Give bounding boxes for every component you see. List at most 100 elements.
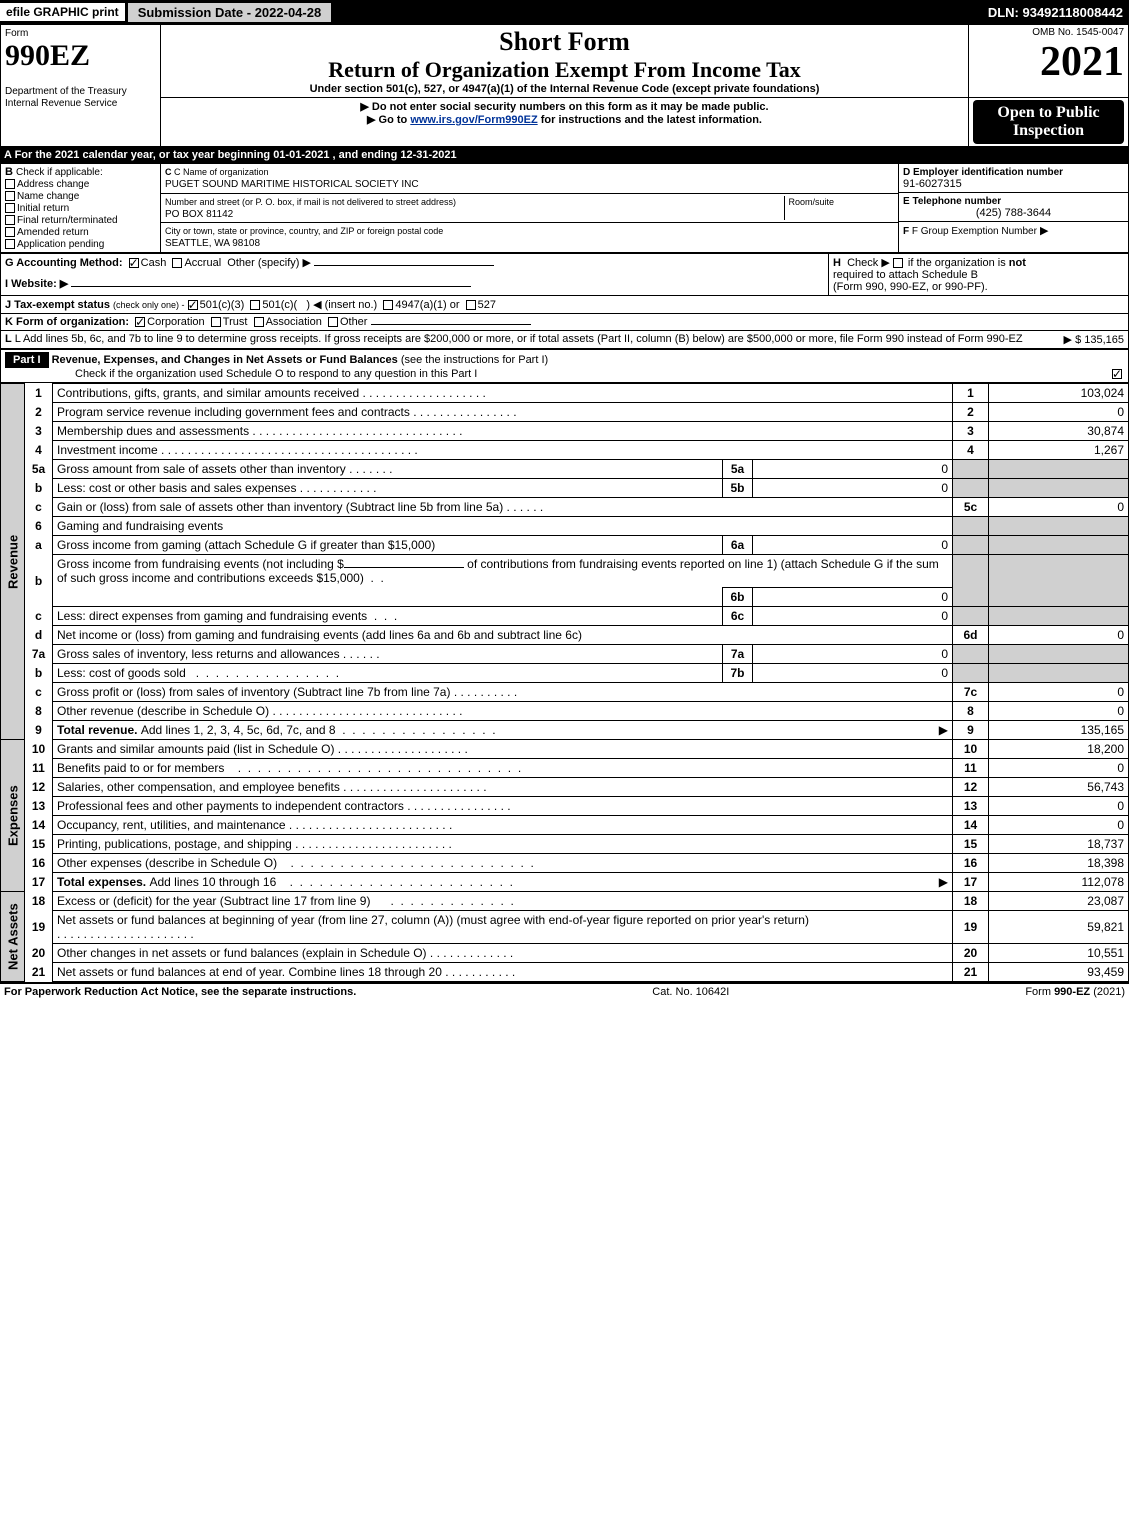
schedule-o-checkbox[interactable]	[1112, 369, 1122, 379]
corp-label: Corporation	[147, 316, 204, 328]
submission-date: Submission Date - 2022-04-28	[127, 2, 333, 23]
section-h-text2: if the organization is	[908, 257, 1009, 269]
section-h-not: not	[1009, 257, 1026, 269]
4947-checkbox[interactable]	[383, 300, 393, 310]
section-b-letter: B	[5, 166, 13, 178]
line-4-desc: Investment income	[57, 443, 158, 457]
line-6d-num: d	[25, 626, 53, 645]
top-bar: efile GRAPHIC print Submission Date - 20…	[0, 0, 1129, 24]
line-19-val: 59,821	[989, 911, 1129, 944]
name-change-checkbox[interactable]	[5, 191, 15, 201]
line-8-desc: Other revenue (describe in Schedule O)	[57, 704, 269, 718]
line-5b-ival: 0	[753, 479, 953, 498]
line-1-num: 1	[25, 384, 53, 403]
line-12-rn: 12	[953, 778, 989, 797]
line-12-desc: Salaries, other compensation, and employ…	[57, 780, 340, 794]
line-8-num: 8	[25, 702, 53, 721]
line-16-val: 18,398	[989, 854, 1129, 873]
section-d-label: D Employer identification number	[903, 167, 1063, 178]
501c-label-a: 501(c)(	[262, 299, 297, 311]
initial-return-checkbox[interactable]	[5, 203, 15, 213]
footer-row: For Paperwork Reduction Act Notice, see …	[0, 982, 1129, 1000]
line-21-val: 93,459	[989, 963, 1129, 982]
trust-checkbox[interactable]	[211, 317, 221, 327]
line-13-rn: 13	[953, 797, 989, 816]
irs-link[interactable]: www.irs.gov/Form990EZ	[410, 114, 537, 126]
line-9-num: 9	[25, 721, 53, 740]
line-14-val: 0	[989, 816, 1129, 835]
schedule-b-checkbox[interactable]	[893, 258, 903, 268]
omb-number: OMB No. 1545-0047	[973, 27, 1124, 38]
527-checkbox[interactable]	[466, 300, 476, 310]
assoc-checkbox[interactable]	[254, 317, 264, 327]
line-13-desc: Professional fees and other payments to …	[57, 799, 404, 813]
website-line	[71, 286, 471, 287]
line-6a-desc: Gross income from gaming (attach Schedul…	[57, 538, 435, 552]
line-2-desc: Program service revenue including govern…	[57, 405, 410, 419]
line-14-num: 14	[25, 816, 53, 835]
return-title: Return of Organization Exempt From Incom…	[165, 57, 964, 83]
line-17-num: 17	[25, 873, 53, 892]
line-5c-num: c	[25, 498, 53, 517]
ein: 91-6027315	[903, 178, 962, 190]
line-16-num: 16	[25, 854, 53, 873]
line-7a-in: 7a	[723, 645, 753, 664]
line-7b-in: 7b	[723, 664, 753, 683]
amended-return-checkbox[interactable]	[5, 227, 15, 237]
line-19-desc: Net assets or fund balances at beginning…	[57, 913, 809, 927]
line-11-num: 11	[25, 759, 53, 778]
line-3-desc: Membership dues and assessments	[57, 424, 249, 438]
501c3-checkbox[interactable]	[188, 300, 198, 310]
section-e-label: E Telephone number	[903, 196, 1001, 207]
amended-return-label: Amended return	[17, 227, 89, 238]
line-18-desc: Excess or (deficit) for the year (Subtra…	[57, 894, 370, 908]
line-9-val: 135,165	[989, 721, 1129, 740]
line-11-val: 0	[989, 759, 1129, 778]
net-assets-vert-label: Net Assets	[1, 892, 25, 982]
line-18-rn: 18	[953, 892, 989, 911]
line-4-rn: 4	[953, 441, 989, 460]
section-f-label: F F Group Exemption Number	[903, 226, 1037, 237]
line-11-desc: Benefits paid to or for members	[57, 761, 224, 775]
section-i-label: I Website: ▶	[5, 278, 68, 290]
application-pending-label: Application pending	[17, 239, 104, 250]
section-j-label: J Tax-exempt status	[5, 299, 110, 311]
address-change-checkbox[interactable]	[5, 179, 15, 189]
line-5a-num: 5a	[25, 460, 53, 479]
part1-title: Revenue, Expenses, and Changes in Net As…	[52, 354, 398, 366]
section-b-label: Check if applicable:	[16, 167, 103, 178]
line-4-num: 4	[25, 441, 53, 460]
no-ssn-warning: ▶ Do not enter social security numbers o…	[165, 100, 964, 113]
line-5b-in: 5b	[723, 479, 753, 498]
expenses-vert-label: Expenses	[1, 740, 25, 892]
insert-no-label: ◀ (insert no.)	[313, 299, 377, 311]
part1-check-text: Check if the organization used Schedule …	[5, 368, 477, 380]
section-c-label: C C Name of organization	[165, 167, 269, 177]
part1-sub: (see the instructions for Part I)	[401, 354, 548, 366]
line-17-rn: 17	[953, 873, 989, 892]
other-specify-label: Other (specify) ▶	[227, 257, 311, 269]
cash-checkbox[interactable]	[129, 258, 139, 268]
line-6-desc: Gaming and fundraising events	[57, 519, 223, 533]
dln: DLN: 93492118008442	[988, 5, 1129, 20]
line-15-val: 18,737	[989, 835, 1129, 854]
final-return-checkbox[interactable]	[5, 215, 15, 225]
accrual-checkbox[interactable]	[172, 258, 182, 268]
application-pending-checkbox[interactable]	[5, 239, 15, 249]
line-12-val: 56,743	[989, 778, 1129, 797]
line-6b-num: b	[25, 555, 53, 607]
line-7b-desc: Less: cost of goods sold	[57, 666, 186, 680]
corp-checkbox[interactable]	[135, 317, 145, 327]
form-header-table: Form 990EZ Department of the Treasury In…	[0, 24, 1129, 147]
other-org-checkbox[interactable]	[328, 317, 338, 327]
phone: (425) 788-3644	[903, 207, 1124, 219]
city-label: City or town, state or province, country…	[165, 226, 443, 236]
section-g-label: G Accounting Method:	[5, 257, 123, 269]
501c-checkbox[interactable]	[250, 300, 260, 310]
final-return-label: Final return/terminated	[17, 215, 118, 226]
paperwork-notice: For Paperwork Reduction Act Notice, see …	[4, 986, 356, 998]
line-13-val: 0	[989, 797, 1129, 816]
open-to-public: Open to Public Inspection	[973, 100, 1124, 144]
line-5b-num: b	[25, 479, 53, 498]
line-6a-num: a	[25, 536, 53, 555]
